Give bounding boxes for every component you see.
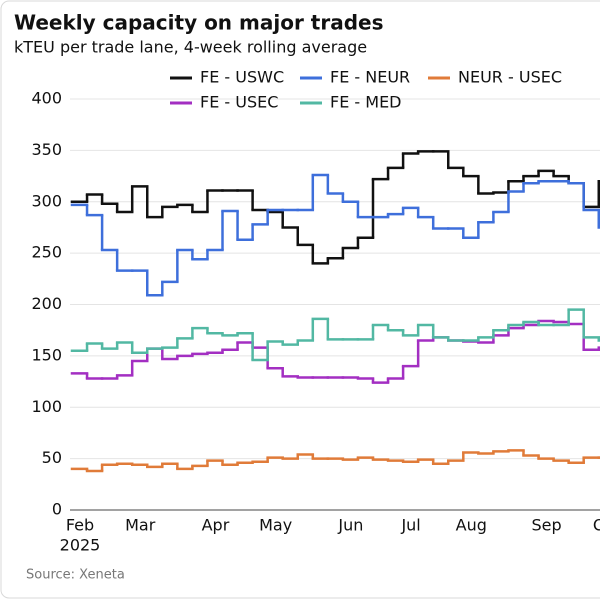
x-tick-label: Jun [337, 516, 363, 535]
x-tick-label: Oct [593, 516, 600, 535]
legend-label: FE - MED [330, 93, 402, 112]
legend-label: FE - USWC [200, 68, 284, 87]
legend-label: FE - NEUR [330, 68, 410, 87]
x-tick-label: Feb [66, 516, 94, 535]
source: Source: Xeneta [26, 568, 125, 583]
chart-title: Weekly capacity on major trades [14, 11, 383, 35]
y-tick-label: 400 [31, 89, 62, 108]
x-tick-label: May [259, 516, 292, 535]
x-tick-label: Mar [125, 516, 156, 535]
y-tick-label: 50 [42, 448, 62, 467]
x-tick-label: Apr [202, 516, 230, 535]
y-tick-label: 150 [31, 345, 62, 364]
y-tick-label: 350 [31, 140, 62, 159]
chart-subtitle: kTEU per trade lane, 4-week rolling aver… [14, 38, 367, 57]
y-tick-label: 300 [31, 191, 62, 210]
y-tick-label: 0 [52, 500, 62, 519]
x-tick-label: Sep [531, 516, 561, 535]
legend-label: NEUR - USEC [458, 68, 562, 87]
y-tick-label: 250 [31, 243, 62, 262]
y-tick-label: 200 [31, 294, 62, 313]
y-tick-label: 100 [31, 397, 62, 416]
x-tick-label: Aug [456, 516, 487, 535]
legend-label: FE - USEC [200, 93, 278, 112]
x-year-label: 2025 [60, 536, 101, 555]
x-tick-label: Jul [400, 516, 420, 535]
